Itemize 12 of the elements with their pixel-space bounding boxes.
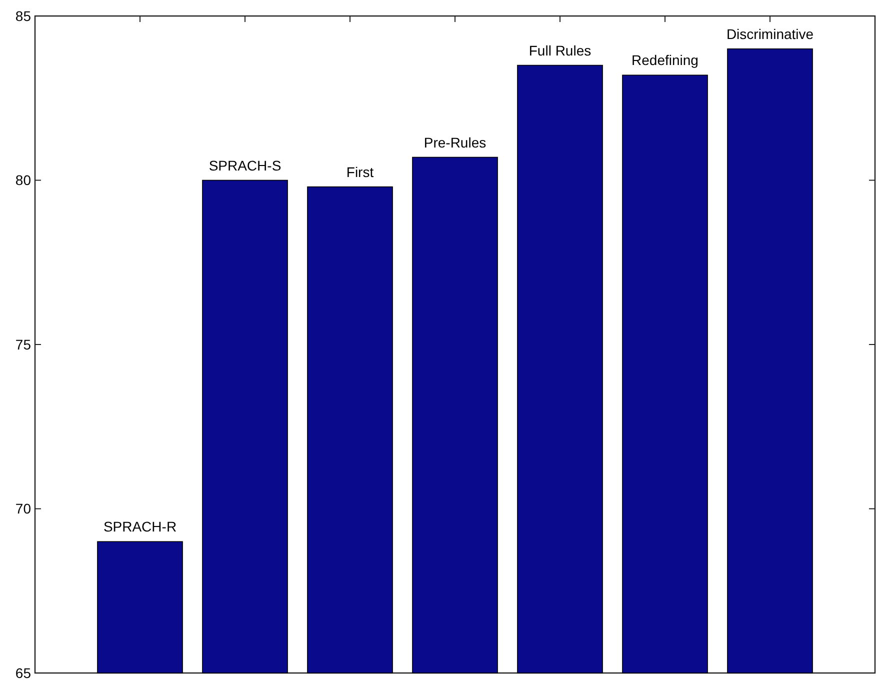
x-tick-label: SPRACH-S [208,157,282,174]
y-tick-label: 65 [15,664,32,681]
y-tick-label: 85 [15,8,32,24]
x-tick-label: SPRACH-R [103,518,177,535]
y-tick-label: 75 [15,336,32,352]
x-tick-label: First [346,164,374,180]
y-tick-label: 80 [15,172,32,188]
x-tick-label: Full Rules [528,42,592,58]
x-tick-label: Discriminative [726,26,814,42]
y-tick-label: 70 [15,500,32,517]
x-tick-label: Redefining [632,52,698,68]
x-tick-label: Pre-Rules [424,134,486,150]
